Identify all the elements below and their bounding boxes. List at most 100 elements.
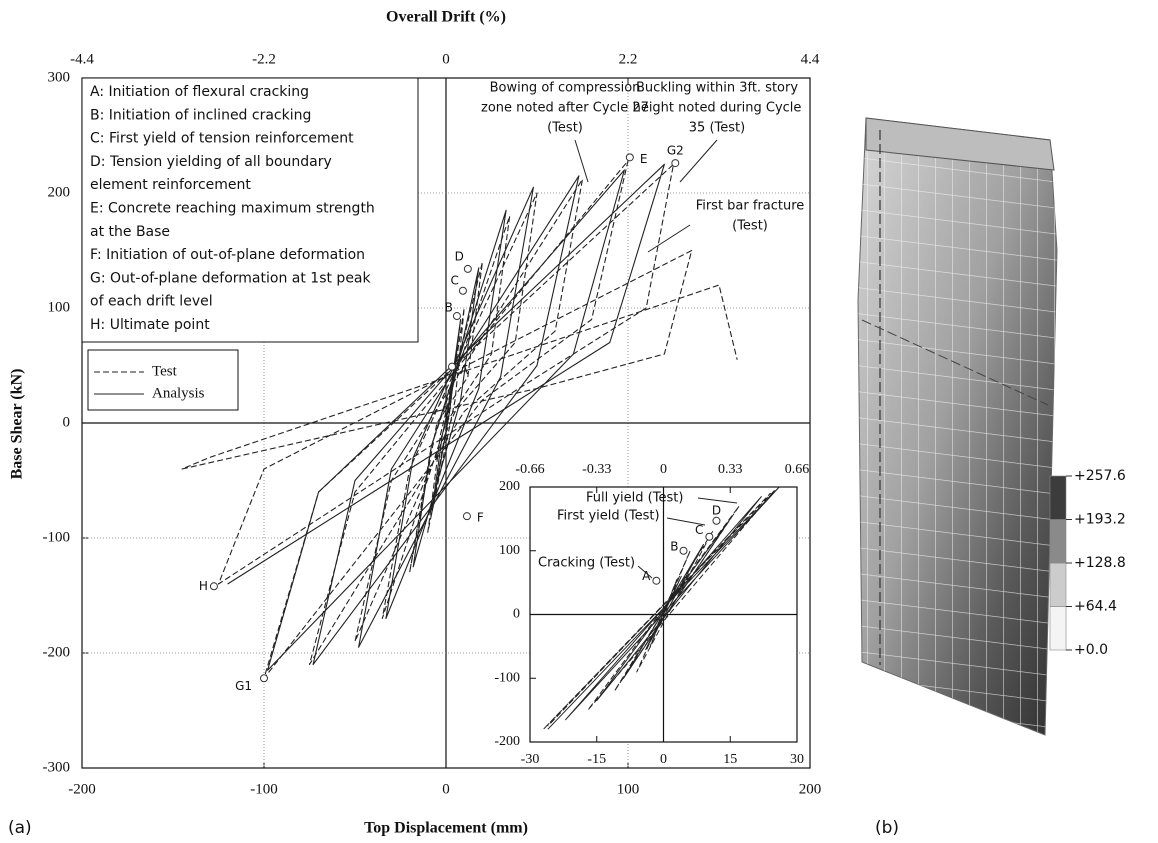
point-label: D — [712, 503, 721, 517]
x-tick-label: 200 — [799, 781, 822, 797]
y-tick-label: 200 — [499, 479, 520, 494]
key-note: F: Initiation of out-of-plane deformatio… — [90, 247, 365, 263]
x2-tick-label: -0.33 — [582, 462, 611, 477]
key-note: A: Initiation of flexural cracking — [90, 84, 309, 100]
annotation: Full yield (Test) — [586, 491, 683, 506]
point-marker — [463, 513, 470, 520]
x2-tick-label: 0.33 — [718, 462, 743, 477]
annotation: First yield (Test) — [557, 509, 660, 524]
key-note: G: Out-of-plane deformation at 1st peak — [90, 270, 372, 286]
y-tick-label: 300 — [48, 69, 71, 85]
colorbar: +0.0 +64.4 +128.8 +193.2 +257.6 — [1050, 468, 1126, 658]
annotation-arrow — [648, 225, 690, 252]
colorbar-tick-label: +257.6 — [1074, 468, 1126, 484]
key-note: element reinforcement — [90, 177, 251, 193]
annotation: Bowing of compression — [490, 81, 641, 96]
annotation: zone noted after Cycle 27 — [481, 101, 649, 116]
point-label: F — [477, 511, 484, 525]
legend-label: Test — [152, 363, 178, 379]
point-marker — [449, 363, 456, 370]
x2-tick-label: -0.66 — [515, 462, 544, 477]
x-tick-label: 30 — [790, 752, 804, 767]
point-label: G1 — [235, 679, 252, 693]
y-tick-label: 100 — [499, 543, 520, 558]
y-tick-label: -100 — [43, 529, 71, 545]
y-tick-label: 0 — [513, 607, 520, 622]
colorbar-bin — [1050, 563, 1066, 607]
y-tick-label: -200 — [43, 644, 71, 660]
point-marker — [706, 533, 713, 540]
point-label: H — [199, 579, 208, 593]
colorbar-tick-label: +0.0 — [1074, 642, 1108, 658]
x2-tick-label: -4.4 — [70, 51, 94, 67]
x2-tick-label: 0 — [660, 462, 667, 477]
x2-tick-label: 0.66 — [785, 462, 810, 477]
annotation: Buckling within 3ft. story — [636, 81, 798, 96]
y-tick-label: -200 — [494, 734, 520, 749]
panel-label: (a) — [8, 818, 32, 838]
colorbar-bin — [1050, 476, 1066, 520]
colorbar-tick-label: +128.8 — [1074, 555, 1126, 571]
annotation: First bar fracture — [696, 199, 805, 214]
x-tick-label: 0 — [442, 781, 450, 797]
key-note: E: Concrete reaching maximum strength — [90, 201, 375, 217]
legend-label: Analysis — [152, 385, 205, 401]
key-note: C: First yield of tension reinforcement — [90, 131, 354, 147]
x-tick-label: -15 — [587, 752, 606, 767]
x2-tick-label: -2.2 — [252, 51, 276, 67]
point-marker — [261, 675, 268, 682]
point-label: D — [455, 249, 464, 263]
y-tick-label: -100 — [494, 670, 520, 685]
point-marker — [459, 287, 466, 294]
point-label: B — [670, 539, 678, 553]
x2-tick-label: 4.4 — [801, 51, 820, 67]
annotation: Cracking (Test) — [538, 556, 635, 571]
x-tick-label: -100 — [250, 781, 278, 797]
annotation: 35 (Test) — [689, 121, 745, 136]
colorbar-tick-label: +64.4 — [1074, 599, 1117, 615]
y-tick-label: -300 — [43, 759, 71, 775]
point-marker — [672, 160, 679, 167]
x-tick-label: 0 — [660, 752, 667, 767]
point-marker — [680, 547, 687, 554]
key-note: D: Tension yielding of all boundary — [90, 154, 332, 170]
annotation: height noted during Cycle — [633, 101, 802, 116]
plot-1: -30 -15 0 15 30 -200 -100 0 100 200 -0.66 -0.33 0 0.3… — [494, 462, 809, 767]
colorbar-bin — [1050, 520, 1066, 564]
point-label: C — [451, 273, 459, 287]
key-note: at the Base — [90, 224, 170, 240]
point-marker — [464, 265, 471, 272]
annotation-arrow — [575, 140, 588, 182]
key-note: of each drift level — [90, 294, 213, 310]
point-label: E — [640, 152, 648, 166]
point-label: B — [445, 301, 453, 315]
x-tick-label: 100 — [617, 781, 640, 797]
point-marker — [453, 313, 460, 320]
point-marker — [653, 577, 660, 584]
point-marker — [713, 517, 720, 524]
point-marker — [210, 583, 217, 590]
annotation-arrow — [680, 140, 717, 182]
x-axis-title: Top Displacement (mm) — [364, 820, 528, 837]
colorbar-tick-label: +193.2 — [1074, 512, 1126, 528]
annotation: (Test) — [547, 121, 583, 136]
point-label: G2 — [667, 144, 684, 158]
y-tick-label: 0 — [63, 414, 71, 430]
key-note: B: Initiation of inclined cracking — [90, 107, 311, 123]
x2-tick-label: 2.2 — [619, 51, 638, 67]
x-tick-label: -200 — [68, 781, 96, 797]
x2-tick-label: 0 — [442, 51, 450, 67]
panel-label: (b) — [875, 818, 899, 838]
y-axis-title: Base Shear (kN) — [9, 369, 26, 480]
y-tick-label: 200 — [48, 184, 71, 200]
annotation: (Test) — [732, 219, 768, 234]
x-tick-label: 15 — [723, 752, 737, 767]
point-label: A — [460, 363, 469, 377]
y-tick-label: 100 — [48, 299, 71, 315]
x2-axis-title: Overall Drift (%) — [386, 9, 506, 26]
colorbar-bin — [1050, 607, 1066, 651]
x-tick-label: -30 — [521, 752, 540, 767]
point-marker — [626, 154, 633, 161]
wall-model — [858, 118, 1057, 735]
key-note: H: Ultimate point — [90, 317, 210, 333]
